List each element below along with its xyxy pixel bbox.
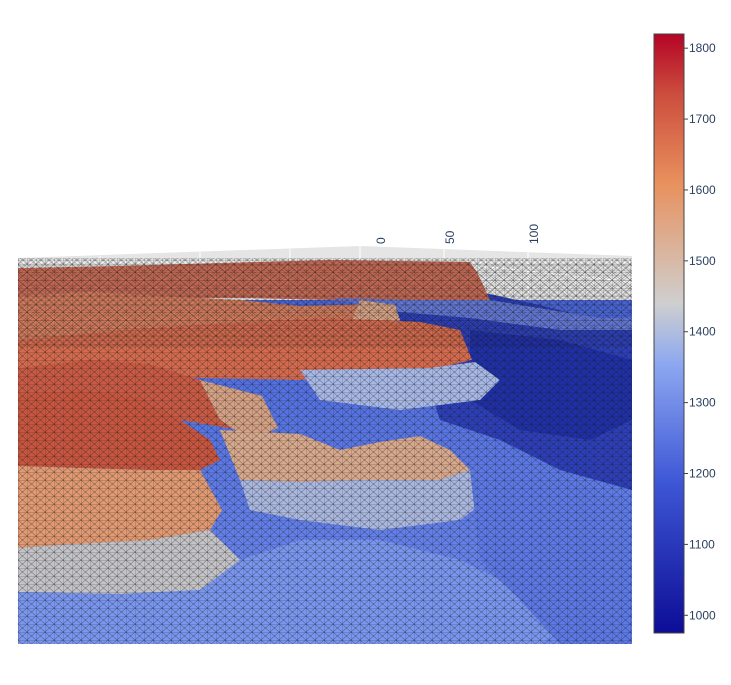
colorbar-tick-label: 1100	[689, 537, 715, 551]
colorbar-tick-label: 1700	[689, 112, 716, 126]
colorbar-tick-label: 1800	[689, 41, 716, 55]
wireframe-mesh-far	[18, 258, 632, 348]
scene-x-tick-label: 0	[374, 237, 388, 244]
colorbar-tick-label: 1600	[689, 183, 716, 197]
colorbar-tick-label: 1300	[689, 396, 716, 410]
colorbar-ramp	[653, 33, 685, 634]
colorbar: 1000 1100 1200 1300 1400 1500 1600 1700 1800	[653, 33, 716, 634]
colorbar-ticks: 1000 1100 1200 1300 1400 1500 1600 1700 1800	[684, 41, 716, 622]
terrain-surface	[18, 258, 632, 644]
scene-x-axis-ticks: 0 50 100	[374, 224, 541, 244]
colorbar-tick-label: 1200	[689, 467, 716, 481]
scene-x-tick-label: 100	[527, 224, 541, 244]
scene-x-tick-label: 50	[443, 230, 457, 244]
colorbar-tick-label: 1400	[689, 325, 716, 339]
colorbar-tick-label: 1000	[689, 608, 716, 622]
colorbar-tick-label: 1500	[689, 254, 716, 268]
